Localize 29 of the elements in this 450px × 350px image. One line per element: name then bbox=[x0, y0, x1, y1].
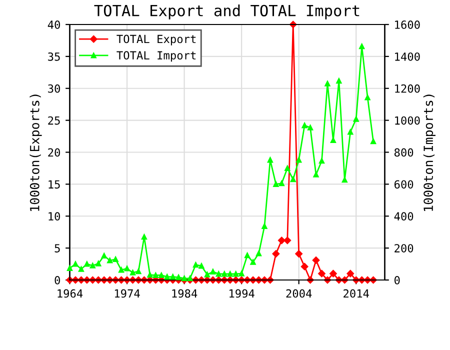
y2-tick-label: 1000 bbox=[395, 116, 420, 125]
y-tick-label: 30 bbox=[48, 84, 60, 93]
y-tick-label: 20 bbox=[48, 148, 60, 157]
y2-tick-label: 1600 bbox=[395, 20, 420, 29]
y-tick-label: 40 bbox=[48, 20, 60, 29]
x-tick-label: 1994 bbox=[230, 289, 254, 298]
legend-label: TOTAL Import bbox=[116, 51, 196, 62]
x-tick-label: 1974 bbox=[114, 289, 140, 298]
chart-title: TOTAL Export and TOTAL Import bbox=[94, 4, 360, 20]
y2-tick-label: 800 bbox=[394, 148, 414, 157]
y-tick-label: 35 bbox=[48, 52, 60, 61]
legend-label: TOTAL Export bbox=[116, 34, 196, 46]
y-axis-title: 1000ton(Exports) bbox=[30, 94, 42, 211]
y2-tick-label: 0 bbox=[394, 276, 400, 284]
y2-axis-title: 1000ton(Imports) bbox=[423, 94, 436, 211]
y-tick-label: 25 bbox=[48, 116, 60, 125]
y2-tick-label: 400 bbox=[394, 212, 414, 221]
y2-tick-label: 1400 bbox=[395, 52, 420, 61]
y-tick-label: 5 bbox=[54, 244, 60, 252]
y2-tick-label: 200 bbox=[394, 244, 414, 252]
y2-tick-label: 600 bbox=[394, 180, 414, 189]
y-tick-label: 10 bbox=[48, 212, 60, 221]
x-tick-label: 1984 bbox=[172, 289, 198, 298]
x-tick-label: 2004 bbox=[286, 289, 312, 298]
y2-tick-label: 1200 bbox=[395, 84, 420, 93]
y-tick-label: 15 bbox=[48, 180, 60, 189]
x-tick-label: 2014 bbox=[344, 289, 369, 298]
y-tick-label: 0 bbox=[54, 276, 60, 284]
x-tick-label: 1964 bbox=[58, 289, 83, 298]
